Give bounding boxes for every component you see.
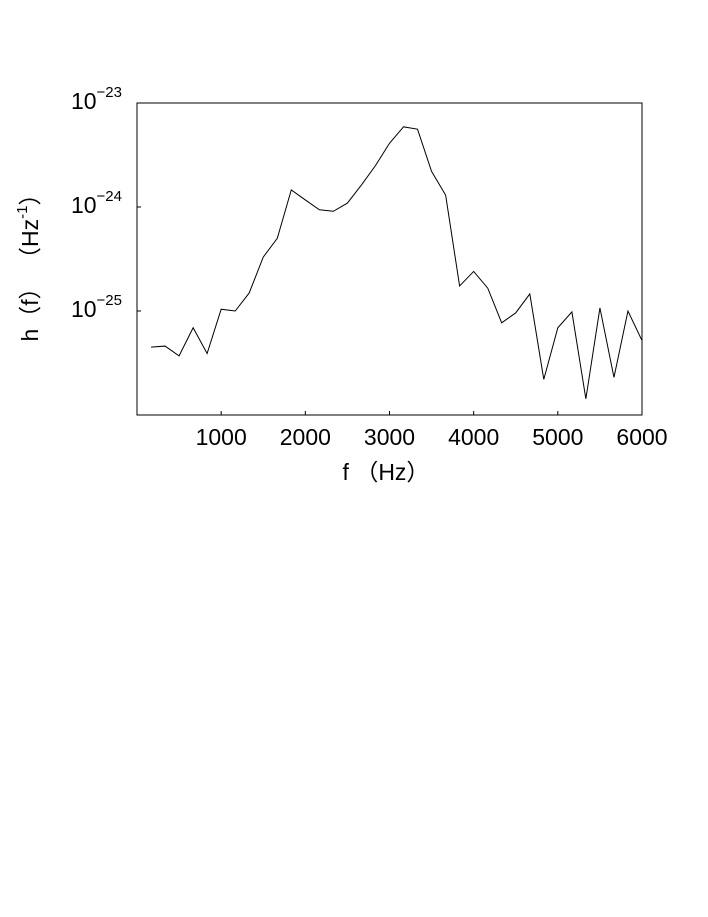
data-line — [151, 126, 643, 399]
x-tick-label: 1000 — [196, 424, 247, 450]
x-axis-label: f （Hz） — [343, 459, 430, 485]
x-tick-label: 4000 — [448, 424, 499, 450]
y-tick-label: 10−23 — [71, 84, 122, 114]
x-tick-label: 2000 — [280, 424, 331, 450]
y-tick-base: 10 — [71, 88, 97, 114]
y-tick-base: 10 — [71, 296, 97, 322]
y-tick-label: 10−25 — [71, 292, 122, 322]
y-tick-exponent: −25 — [97, 292, 122, 309]
y-label-end: ） — [17, 182, 43, 205]
y-tick-exponent: −24 — [97, 188, 122, 205]
y-label-main: h（f） （Hz — [17, 219, 43, 342]
y-tick-label: 10−24 — [71, 188, 122, 218]
y-tick-exponent: −23 — [97, 84, 122, 101]
x-tick-label: 5000 — [532, 424, 583, 450]
x-tick-label: 3000 — [364, 424, 415, 450]
x-tick-label: 6000 — [616, 424, 667, 450]
y-axis-label: h（f） （Hz-1） — [14, 182, 43, 341]
y-tick-base: 10 — [71, 192, 97, 218]
plot-frame — [136, 102, 643, 416]
y-label-exponent: -1 — [14, 205, 31, 218]
